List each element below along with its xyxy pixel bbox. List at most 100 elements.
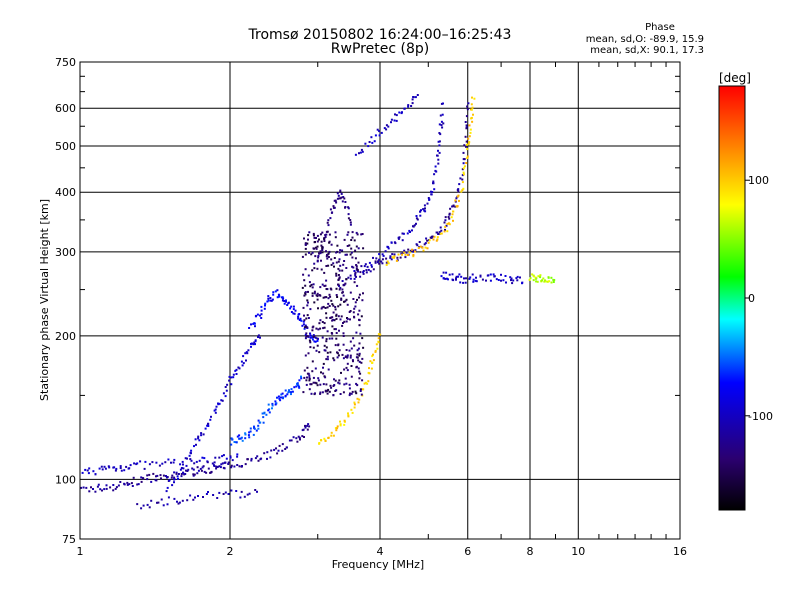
- echo-point: [184, 457, 187, 460]
- echo-point: [321, 246, 324, 248]
- echo-point: [317, 307, 319, 310]
- echo-point: [369, 270, 372, 273]
- echo-point: [344, 377, 347, 380]
- echo-point: [346, 317, 349, 320]
- echo-point: [283, 302, 286, 305]
- echo-point: [335, 317, 338, 320]
- echo-point: [355, 231, 358, 234]
- echo-point: [278, 444, 281, 447]
- echo-point: [199, 467, 202, 470]
- echo-point: [338, 269, 341, 272]
- echo-point: [192, 474, 195, 477]
- echo-point: [317, 328, 320, 331]
- echo-point: [256, 490, 258, 493]
- echo-point: [170, 461, 172, 464]
- echo-point: [313, 267, 316, 270]
- echo-point: [155, 479, 158, 482]
- echo-point: [412, 225, 415, 228]
- echo-point: [447, 216, 450, 218]
- echo-point: [252, 433, 255, 436]
- echo-point: [350, 347, 353, 350]
- echo-point: [192, 473, 195, 476]
- echo-point: [313, 247, 315, 250]
- echo-point: [334, 379, 337, 382]
- echo-point: [326, 355, 329, 358]
- echo-point: [339, 423, 342, 426]
- echo-point: [393, 253, 396, 256]
- echo-point: [505, 281, 507, 284]
- echo-point: [117, 484, 120, 487]
- echo-point: [239, 496, 242, 499]
- echo-point: [342, 391, 345, 394]
- echo-point: [331, 337, 334, 340]
- echo-point: [248, 436, 251, 439]
- echo-point: [539, 274, 542, 277]
- echo-point: [322, 305, 325, 308]
- echo-point: [94, 473, 97, 476]
- echo-point: [347, 231, 350, 234]
- echo-point: [126, 481, 129, 484]
- echo-point: [415, 217, 418, 220]
- echo-point: [197, 437, 200, 440]
- echo-point: [298, 386, 301, 389]
- x-tick-label: 4: [377, 545, 384, 558]
- echo-point: [263, 307, 266, 310]
- echo-point: [359, 372, 362, 375]
- echo-point: [156, 474, 159, 477]
- echo-point: [254, 489, 257, 491]
- echo-point: [337, 354, 340, 357]
- echo-point: [338, 277, 341, 280]
- echo-point: [391, 253, 394, 256]
- echo-point: [401, 253, 403, 256]
- echo-point: [343, 420, 346, 423]
- echo-point: [362, 247, 365, 250]
- echo-point: [140, 507, 143, 510]
- echo-point: [466, 143, 468, 146]
- echo-point: [360, 393, 363, 396]
- echo-point: [192, 498, 195, 501]
- echo-point: [354, 305, 357, 308]
- echo-point: [320, 268, 323, 271]
- echo-point: [196, 472, 199, 475]
- echo-point: [276, 289, 279, 292]
- echo-point: [329, 217, 332, 220]
- echo-point: [105, 487, 108, 490]
- echo-point: [127, 467, 130, 470]
- echo-point: [433, 173, 436, 176]
- colorbar-tick-label: 100: [748, 174, 769, 187]
- echo-point: [323, 285, 326, 287]
- echo-point: [245, 351, 248, 354]
- echo-point: [458, 183, 461, 186]
- echo-point: [470, 108, 473, 111]
- echo-point: [356, 298, 358, 301]
- echo-point: [197, 435, 200, 438]
- echo-point: [457, 190, 460, 193]
- echo-point: [200, 469, 203, 472]
- echo-point: [416, 94, 419, 96]
- echo-point: [358, 293, 361, 296]
- echo-point: [294, 309, 297, 312]
- echo-point: [333, 265, 335, 268]
- echo-point: [361, 357, 364, 360]
- echo-point: [333, 257, 336, 259]
- echo-point: [316, 245, 319, 248]
- echo-point: [309, 308, 312, 311]
- echo-point: [375, 257, 378, 260]
- echo-point: [323, 322, 326, 325]
- echo-point: [358, 377, 361, 380]
- echo-point: [201, 466, 204, 469]
- echo-point: [422, 208, 425, 211]
- echo-point: [330, 263, 333, 266]
- echo-point: [317, 379, 320, 382]
- echo-point: [264, 304, 266, 307]
- echo-point: [202, 433, 205, 436]
- echo-point: [338, 197, 341, 200]
- echo-point: [180, 467, 183, 469]
- echo-point: [333, 319, 336, 322]
- echo-point: [341, 291, 344, 294]
- echo-point: [188, 454, 191, 457]
- echo-point: [353, 344, 356, 347]
- echo-point: [304, 337, 307, 340]
- echo-point: [314, 336, 317, 339]
- echo-point: [131, 485, 134, 487]
